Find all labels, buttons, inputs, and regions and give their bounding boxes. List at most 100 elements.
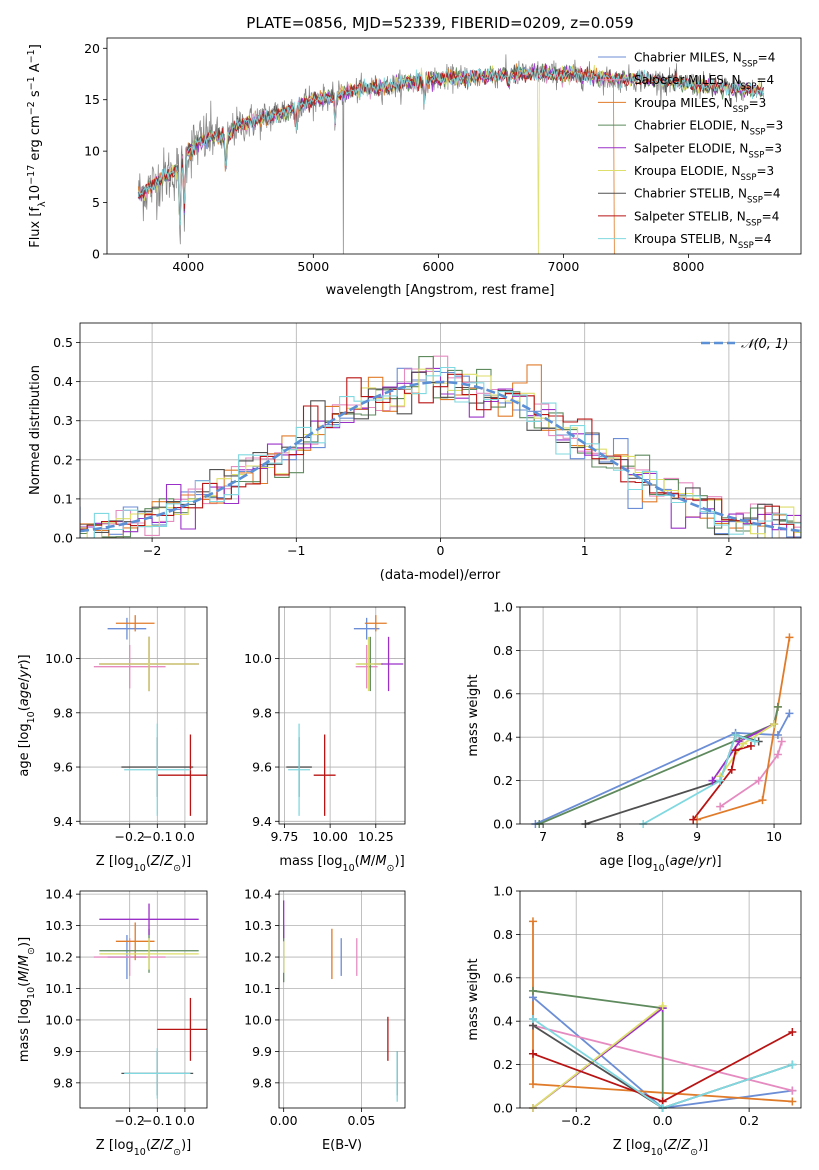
weight-marker <box>746 741 755 750</box>
weight-line <box>532 1005 664 1108</box>
x-tick-label: 2 <box>725 543 733 558</box>
label-part: age <box>17 682 32 706</box>
label-part: s <box>28 90 43 101</box>
x-axis-label: Z [log10(Z/Z⊙)] <box>96 854 191 874</box>
weight-line <box>532 1018 793 1108</box>
weight-marker <box>777 737 786 746</box>
plot-area-age_vs_mass <box>279 607 405 824</box>
plot-area-spectrum <box>137 54 764 254</box>
label-part: 10 <box>26 711 37 723</box>
axes-frame <box>519 606 802 825</box>
x-tick-label: 8000 <box>673 259 705 274</box>
label-part: ⊙ <box>690 1147 698 1158</box>
label-part: / <box>694 854 699 869</box>
y-tick-label: 9.4 <box>252 814 272 829</box>
y-tick-label: 10.1 <box>45 981 73 996</box>
label-part: mass [log <box>279 854 342 869</box>
label-part: Z [log <box>613 1138 651 1153</box>
axes-frame <box>278 606 406 825</box>
x-axis-label: mass [log10(M/M⊙)] <box>279 854 404 874</box>
legend-value: =3 <box>756 164 774 178</box>
label-part: )] <box>181 1138 191 1153</box>
weight-marker <box>528 917 537 926</box>
weight-marker <box>788 1060 797 1069</box>
y-tick-label: 0.1 <box>53 491 73 506</box>
normal-reference-curve <box>80 380 801 533</box>
x-tick-label: −0.1 <box>142 1113 172 1128</box>
label-part: 10 <box>134 1147 146 1158</box>
y-tick-label: 0.0 <box>53 531 73 546</box>
legend-text: Chabrier STELIB, N <box>634 187 747 201</box>
label-part: A <box>28 63 43 76</box>
y-axis-label: Flux [fλ10−17 erg cm−2 s−1 A−1] <box>26 44 48 248</box>
x-tick-label: 0.2 <box>739 1113 759 1128</box>
label-part: ] <box>28 44 43 49</box>
label-part: erg cm <box>28 115 43 164</box>
legend-label: Salpeter STELIB, NSSP=4 <box>634 209 779 228</box>
model-spectrum-line <box>137 65 764 226</box>
legend-label: Salpeter ELODIE, NSSP=3 <box>634 141 782 160</box>
x-tick-label: −1 <box>287 543 305 558</box>
y-tick-label: 0.2 <box>493 1057 513 1072</box>
y-tick-label: 9.4 <box>53 814 73 829</box>
plot-area-residuals <box>80 323 801 538</box>
panel-weight_vs_Z: −0.2 0.0 0.20.00.20.40.60.81.0Z [log10(Z/Z… <box>466 884 802 1158</box>
x-tick-label: 6000 <box>422 259 454 274</box>
x-tick-label: 5000 <box>297 259 329 274</box>
y-tick-label: 9.8 <box>252 705 272 720</box>
y-tick-label: 10.0 <box>45 1012 73 1027</box>
weight-marker <box>773 731 782 740</box>
y-tick-label: 5 <box>92 195 100 210</box>
panel-age_vs_Z: −0.2−0.1 0.09.49.69.810.0Z [log10(Z/Z⊙)]a… <box>17 606 208 874</box>
weight-marker <box>528 1015 537 1024</box>
panel-mass_vs_EBV: 0.00 0.05 9.8 9.9 10.0 10.1 10.2 10.3 10.4 E(B-V) <box>244 887 406 1153</box>
label-part: )] <box>711 854 721 869</box>
label-part: ( <box>146 1138 151 1153</box>
label-part: M <box>17 971 32 982</box>
weight-marker <box>528 1049 537 1058</box>
y-tick-label: 0.4 <box>53 374 73 389</box>
y-tick-label: 0.0 <box>493 1101 513 1116</box>
y-tick-label: 10.4 <box>45 887 73 902</box>
legend-text: Kroupa STELIB, N <box>634 232 738 246</box>
y-tick-label: 9.6 <box>252 760 272 775</box>
x-tick-label: 0 <box>437 543 445 558</box>
weight-marker <box>716 776 725 785</box>
y-tick-label: 9.9 <box>53 1044 73 1059</box>
label-part: / <box>17 966 32 971</box>
x-axis-label: E(B-V) <box>322 1138 362 1153</box>
label-part: ( <box>17 706 32 711</box>
y-tick-label: 0.6 <box>493 970 513 985</box>
y-tick-label: 9.8 <box>53 705 73 720</box>
label-part: ( <box>665 854 670 869</box>
label-part: −1 <box>26 49 37 63</box>
axes-frame <box>106 37 802 255</box>
label-part: Z [log <box>96 854 134 869</box>
legend-label: Chabrier ELODIE, NSSP=3 <box>634 119 783 138</box>
panel-mass_vs_Z: −0.2−0.1 0.0 9.8 9.9 10.0 10.1 10.2 10.3 10.4 Z [… <box>17 887 208 1158</box>
y-tick-label: 0.4 <box>493 1014 513 1029</box>
legend-label: Kroupa MILES, NSSP=3 <box>634 96 766 115</box>
legend-text: Salpeter ELODIE, N <box>634 141 748 155</box>
label-part: ( <box>17 982 32 987</box>
legend-value: =4 <box>758 51 776 65</box>
label-part: ( <box>146 854 151 869</box>
label-part: age [log <box>599 854 652 869</box>
y-tick-label: 0.0 <box>493 817 513 832</box>
weight-marker <box>731 746 740 755</box>
label-part: Flux [f <box>28 207 43 248</box>
x-axis-label: (data-model)/error <box>380 568 501 583</box>
legend-value: =3 <box>766 119 784 133</box>
y-axis-label: age [log10(age/yr)] <box>17 654 37 776</box>
x-axis-label: Z [log10(Z/Z⊙)] <box>613 1138 708 1158</box>
legend-value: =3 <box>764 141 782 155</box>
legend-sub: SSP <box>733 105 749 115</box>
label-part: age <box>670 854 694 869</box>
x-tick-label: −0.2 <box>115 1113 145 1128</box>
weight-marker <box>739 739 748 748</box>
x-tick-label: 0.00 <box>270 1113 298 1128</box>
weight-marker <box>785 633 794 642</box>
legend-text: Chabrier ELODIE, N <box>634 119 750 133</box>
